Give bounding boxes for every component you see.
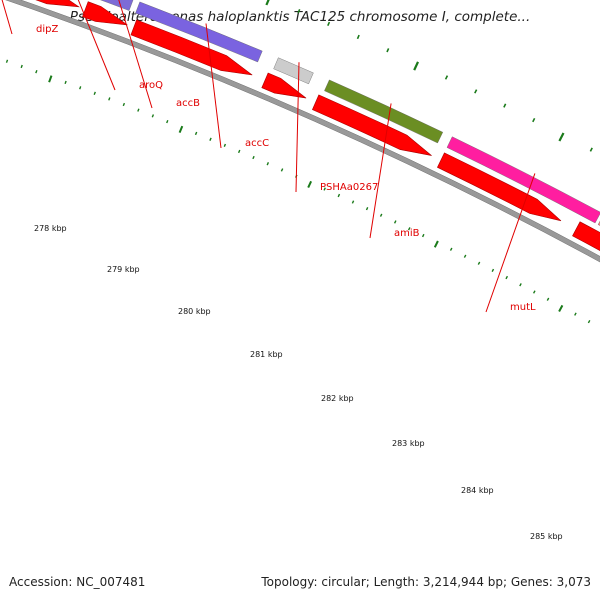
cds-arrow <box>82 1 128 26</box>
tick-mark <box>151 114 155 118</box>
tick-marks <box>5 0 593 324</box>
tick-label: 279 kbp <box>107 265 140 274</box>
tick-mark <box>532 290 536 294</box>
tick-mark <box>20 64 23 69</box>
tick-mark <box>574 312 577 316</box>
label-leader <box>118 0 153 109</box>
tick-mark <box>474 89 478 94</box>
tick-mark <box>5 59 9 63</box>
cds-track <box>35 0 600 251</box>
gene-accb-bar <box>100 0 134 11</box>
tick-mark <box>558 132 565 142</box>
cds-arrow <box>130 19 253 76</box>
tick-mark <box>421 233 425 238</box>
label-leader <box>485 173 536 313</box>
gene-labels: dipZ aroQ accB accC PSHAa0267 amiB mutL <box>1 0 536 313</box>
tick-mark <box>379 213 383 217</box>
gene-mutl-label: mutL <box>510 302 536 313</box>
tick-label: 281 kbp <box>250 350 283 359</box>
label-leader <box>369 103 392 239</box>
tick-label: 282 kbp <box>321 394 354 403</box>
tick-mark <box>587 319 591 324</box>
gene-amib-bar <box>324 79 444 144</box>
tick-labels: 278 kbp 279 kbp 280 kbp 281 kbp 282 kbp 283 k… <box>34 224 563 541</box>
tick-mark <box>351 200 355 204</box>
tick-mark <box>48 75 53 83</box>
cds-arrow <box>312 94 432 156</box>
tick-mark <box>327 21 331 27</box>
tick-mark <box>356 34 360 40</box>
cds-arrow <box>572 221 600 251</box>
tick-mark <box>178 125 184 133</box>
tick-label: 280 kbp <box>178 307 211 316</box>
tick-label: 283 kbp <box>392 439 425 448</box>
gene-pshaa0267-label: PSHAa0267 <box>320 182 378 193</box>
gene-accc-label: accC <box>245 138 269 149</box>
tick-mark <box>93 91 96 95</box>
tick-mark <box>393 220 397 224</box>
tick-mark <box>463 254 467 258</box>
tick-mark <box>166 119 169 124</box>
tick-mark <box>532 117 536 123</box>
tick-mark <box>337 193 341 198</box>
tick-mark <box>280 168 284 172</box>
tick-mark <box>477 261 481 265</box>
label-leader <box>77 0 116 91</box>
label-leader <box>1 0 13 35</box>
tick-mark <box>266 162 270 166</box>
tick-mark <box>35 70 38 74</box>
tick-mark <box>365 207 369 211</box>
tick-mark <box>209 137 212 141</box>
tick-mark <box>505 275 509 280</box>
gene-aroq-label: aroQ <box>139 80 163 91</box>
tick-mark <box>491 268 495 273</box>
cds-arrow <box>436 152 562 222</box>
tick-mark <box>323 187 326 191</box>
backbone <box>5 0 600 263</box>
tick-label: 278 kbp <box>34 224 67 233</box>
tick-mark <box>546 297 550 301</box>
gene-accc-bar <box>135 1 263 63</box>
tick-mark <box>413 61 419 71</box>
tick-mark <box>503 103 507 108</box>
label-leader <box>205 23 222 149</box>
gene-dipz-label: dipZ <box>36 24 58 35</box>
tick-mark <box>558 304 564 312</box>
tick-mark <box>433 240 439 248</box>
topology-text: Topology: circular; Length: 3,214,944 bp… <box>261 575 591 589</box>
tick-mark <box>194 131 198 136</box>
backbone-ring <box>5 0 600 263</box>
tick-mark <box>519 283 522 287</box>
gene-mutl-bar <box>446 136 600 224</box>
tick-mark <box>407 227 411 231</box>
gene-pshaa0267-bar <box>273 57 314 85</box>
gene-track <box>100 0 600 226</box>
tick-mark <box>386 48 390 53</box>
label-leader <box>295 62 300 193</box>
tick-mark <box>252 155 255 160</box>
tick-mark <box>444 75 449 80</box>
tick-mark <box>108 97 111 101</box>
cds-arrow <box>35 0 80 8</box>
tick-label: 284 kbp <box>461 486 494 495</box>
tick-label: 285 kbp <box>530 532 563 541</box>
tick-mark <box>122 102 126 107</box>
tick-mark <box>223 143 227 147</box>
cds-arrow <box>261 72 307 99</box>
accession-text: Accession: NC_007481 <box>9 575 146 589</box>
tick-mark <box>307 180 313 189</box>
gene-amib-label: amiB <box>394 228 420 239</box>
tick-mark <box>589 147 593 152</box>
tick-mark <box>64 80 67 85</box>
tick-mark <box>79 86 82 90</box>
tick-mark <box>237 149 241 154</box>
tick-mark <box>297 8 301 14</box>
tick-mark <box>449 247 453 251</box>
gene-accb-label: accB <box>176 98 200 109</box>
tick-mark <box>265 0 270 6</box>
tick-mark <box>137 108 140 112</box>
